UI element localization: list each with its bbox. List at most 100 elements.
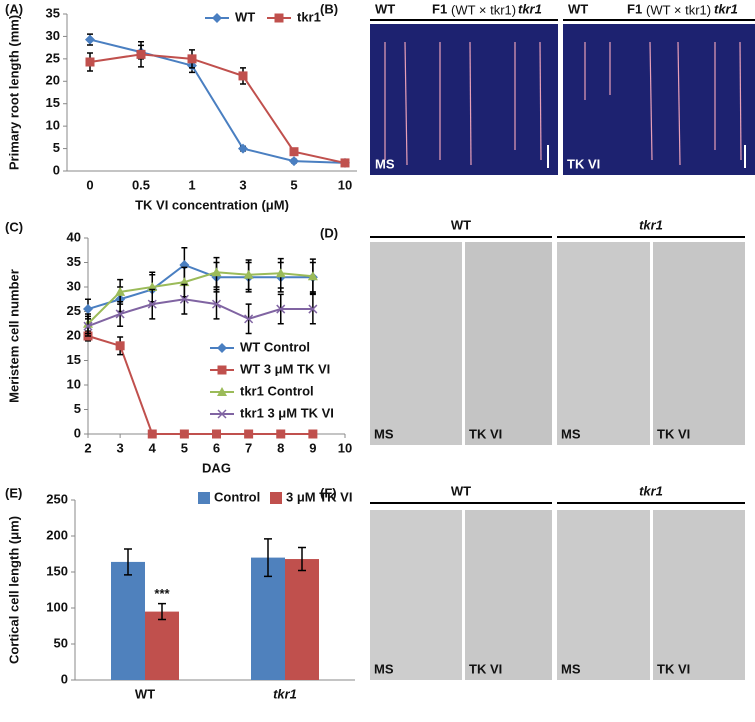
legend-label: WT Control [240, 339, 310, 354]
marker [308, 429, 318, 439]
x-tick-label: 10 [338, 177, 352, 192]
y-axis-label: Cortical cell length (μm) [6, 516, 21, 664]
photo [370, 24, 558, 175]
y-tick-label: 25 [67, 303, 81, 318]
marker [307, 271, 318, 281]
micrograph [370, 510, 462, 680]
x-tick-label: 6 [213, 440, 220, 455]
photo [563, 24, 755, 175]
x-tick-label: 10 [338, 440, 352, 455]
y-tick-label: 10 [46, 118, 60, 133]
y-axis-label: Meristem cell number [6, 269, 21, 403]
marker [83, 321, 93, 331]
y-tick-label: 30 [46, 28, 60, 43]
header: tkr1 [639, 483, 663, 498]
caption: MS [375, 156, 395, 171]
marker [217, 387, 227, 396]
bar [145, 611, 179, 680]
caption: MS [374, 426, 394, 441]
marker [212, 13, 222, 23]
caption: MS [374, 661, 394, 676]
header: F1 [627, 1, 642, 16]
marker [340, 158, 350, 168]
marker [217, 365, 227, 375]
header: (WT × tkr1) [451, 2, 516, 17]
header: F1 [432, 1, 447, 16]
caption: MS [561, 426, 581, 441]
roots [384, 41, 742, 166]
marker [276, 304, 286, 314]
x-axis-label: DAG [202, 460, 231, 475]
y-tick-label: 150 [46, 563, 68, 578]
header: tkr1 [639, 217, 663, 232]
y-tick-label: 20 [67, 327, 81, 342]
header: WT [451, 217, 471, 232]
panel-label: (A) [5, 1, 23, 16]
y-tick-label: 35 [67, 254, 81, 269]
annotation: *** [154, 586, 170, 601]
legend-label: tkr1 3 μM TK VI [240, 405, 334, 420]
marker [115, 309, 125, 319]
error-bar [158, 602, 166, 621]
x-tick-label: WT [135, 686, 155, 701]
panel-label: (C) [5, 219, 23, 234]
x-tick-label: tkr1 [273, 686, 297, 701]
caption: TK VI [469, 426, 502, 441]
micrograph [653, 242, 745, 445]
micrograph [557, 242, 650, 445]
panel-label: (E) [5, 485, 22, 500]
legend-label: tkr1 [297, 9, 321, 24]
series-line [87, 335, 313, 435]
y-tick-label: 15 [46, 95, 60, 110]
y-tick-label: 25 [46, 50, 60, 65]
marker [289, 147, 299, 157]
legend-swatch [198, 492, 210, 504]
caption: TK VI [567, 156, 600, 171]
y-tick-label: 200 [46, 527, 68, 542]
y-tick-label: 5 [74, 401, 81, 416]
marker [217, 409, 227, 419]
series-line [89, 53, 346, 164]
legend-label: Control [214, 489, 260, 504]
header: WT [451, 483, 471, 498]
y-tick-label: 35 [46, 5, 60, 20]
header: tkr1 [518, 1, 542, 16]
marker [147, 429, 157, 439]
x-tick-label: 8 [277, 440, 284, 455]
y-tick-label: 15 [67, 352, 81, 367]
marker [115, 286, 126, 296]
panel-label: (D) [320, 225, 338, 240]
marker [211, 299, 222, 309]
legend-label: WT 3 μM TK VI [240, 361, 330, 376]
y-tick-label: 10 [67, 376, 81, 391]
x-tick-label: 5 [181, 440, 188, 455]
y-tick-label: 5 [53, 140, 60, 155]
y-tick-label: 0 [53, 162, 60, 177]
series-line [87, 271, 313, 325]
header: tkr1 [714, 1, 738, 16]
marker [212, 429, 221, 439]
y-tick-label: 100 [46, 599, 68, 614]
x-tick-label: 5 [290, 177, 297, 192]
legend-label: WT [235, 9, 255, 24]
series-line [87, 263, 313, 311]
series-line [87, 298, 313, 328]
series-line [89, 38, 346, 164]
marker [187, 54, 197, 64]
x-tick-label: 3 [117, 440, 124, 455]
marker [243, 269, 254, 279]
marker [308, 304, 318, 314]
marker [147, 299, 157, 309]
x-tick-label: 0.5 [132, 177, 150, 192]
marker [244, 429, 254, 439]
marker [85, 57, 95, 67]
marker [83, 304, 93, 315]
micrograph [370, 242, 462, 445]
error-bar [298, 546, 306, 572]
micrograph [653, 510, 745, 680]
header: WT [568, 1, 588, 16]
y-tick-label: 40 [67, 229, 81, 244]
legend-label: 3 μM TK VI [286, 489, 352, 504]
marker [274, 13, 284, 23]
